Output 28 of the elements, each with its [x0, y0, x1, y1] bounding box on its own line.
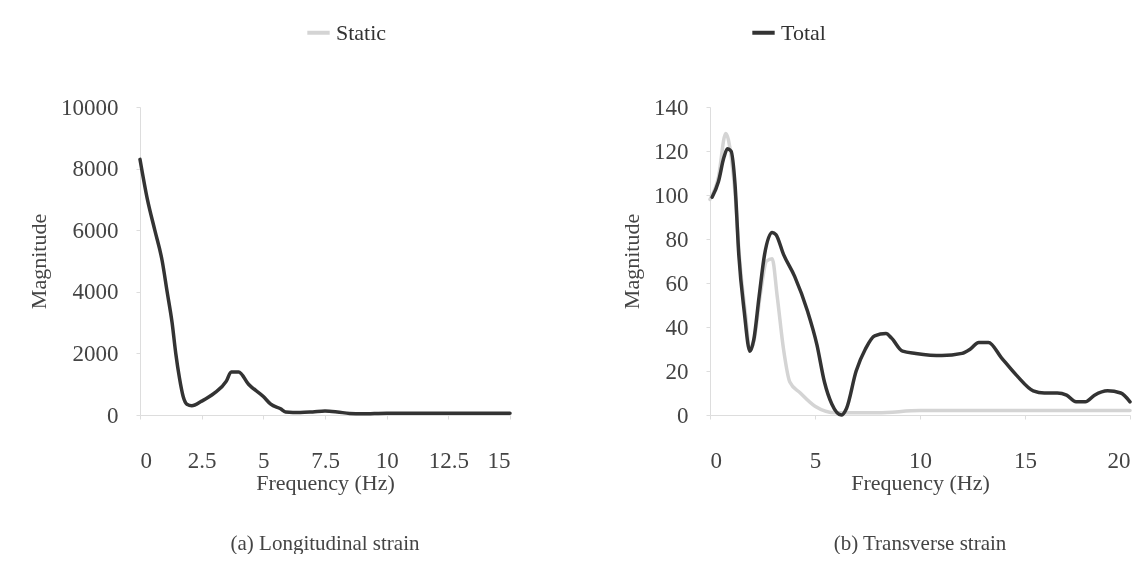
x-tick-label: 12.5: [428, 447, 469, 473]
y-tick-label: 0: [677, 402, 689, 428]
y-tick-label: 60: [665, 270, 689, 296]
text: (b) Transverse strain: [833, 531, 1007, 555]
x-tick-label: 0: [710, 447, 722, 473]
x-tick-label: 5: [809, 447, 822, 473]
x-tick-label: 15: [1014, 447, 1037, 473]
y-tick-label: 20: [665, 358, 689, 384]
y-tick-label: 100: [654, 182, 689, 208]
y-tick-label: 4000: [72, 279, 119, 305]
legend-label: Total: [781, 19, 826, 45]
legend-label: Static: [336, 19, 387, 45]
y-tick-label: 0: [107, 402, 119, 428]
y-tick-label: 40: [665, 314, 689, 340]
y-axis-title: Magnitude: [619, 213, 644, 310]
x-tick-label: 2.5: [187, 447, 217, 473]
y-tick-label: 8000: [72, 156, 119, 182]
y-tick-label: 140: [654, 94, 689, 120]
y-axis-title: Magnitude: [26, 213, 51, 310]
x-tick-label: 15: [487, 447, 511, 473]
y-tick-label: 10000: [61, 94, 119, 120]
x-tick-label: 0: [140, 447, 152, 473]
text: (a) Longitudinal strain: [230, 531, 420, 555]
y-tick-label: 2000: [72, 340, 119, 366]
x-tick-label: 20: [1107, 447, 1131, 473]
y-tick-label: 6000: [72, 217, 119, 243]
y-tick-label: 80: [665, 226, 689, 252]
y-tick-label: 120: [654, 138, 689, 164]
